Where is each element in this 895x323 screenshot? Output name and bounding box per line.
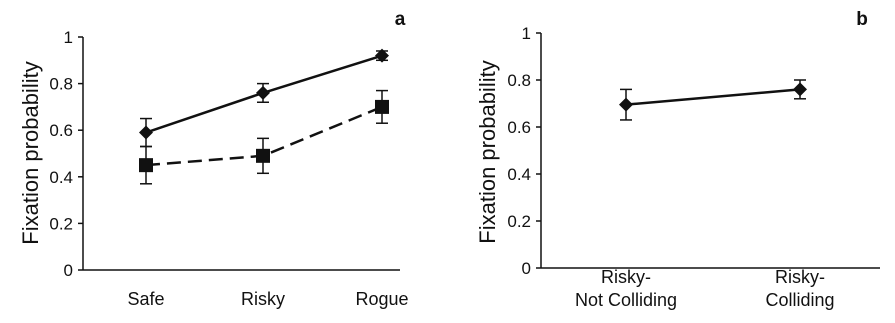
panel-a-y-tick-label: 0.8: [49, 75, 73, 94]
panel-a-x-category-label: Rogue: [355, 289, 408, 309]
panel-a-x-category-label: Risky: [241, 289, 285, 309]
panel-a-y-tick-label: 0.2: [49, 214, 73, 233]
panel-a-y-tick-label: 0: [64, 261, 73, 280]
panel-a-y-tick-label: 0.6: [49, 121, 73, 140]
panel-b-x-category-label: Risky-: [601, 267, 651, 287]
panel-b-series-1-line: [625, 88, 801, 106]
panel-b-x-category-label: Risky-: [775, 267, 825, 287]
panel-b-y-tick-label: 0: [522, 259, 531, 278]
panel-b-y-axis-title: Fixation probability: [475, 60, 500, 243]
panel-a-letter: a: [395, 9, 406, 30]
panel-b-y-tick-label: 0.8: [507, 71, 531, 90]
panel-b-y-tick-label: 1: [522, 24, 531, 43]
panel-b-letter: b: [856, 9, 868, 30]
panel-a-group: 0 0.2 0.4 0.6 0.8 1 Safe Risky Rogue Fixation pro…: [18, 9, 409, 309]
panel-a-y-axis-title: Fixation probability: [18, 61, 43, 244]
panel-b-y-tick-label: 0.6: [507, 118, 531, 137]
panel-a-y-tick-label: 1: [64, 28, 73, 47]
panel-b-x-category-label: Colliding: [765, 290, 834, 310]
panel-b-series-1-point: [619, 97, 633, 112]
panel-a-series-1-point: [256, 85, 270, 100]
panel-a-series-2-point: [375, 99, 389, 114]
panel-b-group: 0 0.2 0.4 0.6 0.8 1 Risky- Not Colliding Risky- C…: [475, 9, 880, 310]
panel-a-series-1-point: [375, 48, 389, 63]
panel-a-series-2-point: [256, 148, 270, 163]
panel-a-x-category-label: Safe: [127, 289, 164, 309]
panel-b-series-1-point: [793, 82, 807, 97]
panel-b-y-tick-label: 0.4: [507, 165, 531, 184]
panel-b-x-category-label: Not Colliding: [575, 290, 677, 310]
panel-b-y-tick-label: 0.2: [507, 212, 531, 231]
panel-a-y-tick-label: 0.4: [49, 168, 73, 187]
panel-a-series-2-point: [139, 158, 153, 173]
panel-a-series-1-point: [139, 125, 153, 140]
